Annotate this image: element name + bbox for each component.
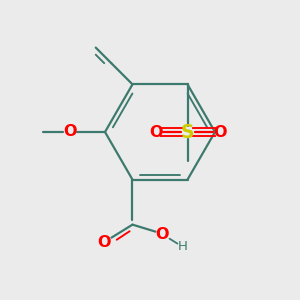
Text: O: O — [213, 125, 226, 140]
Text: O: O — [98, 235, 111, 250]
Text: O: O — [149, 125, 162, 140]
Text: O: O — [63, 124, 77, 140]
Text: O: O — [156, 227, 169, 242]
Text: S: S — [181, 123, 194, 142]
Text: H: H — [178, 240, 188, 253]
